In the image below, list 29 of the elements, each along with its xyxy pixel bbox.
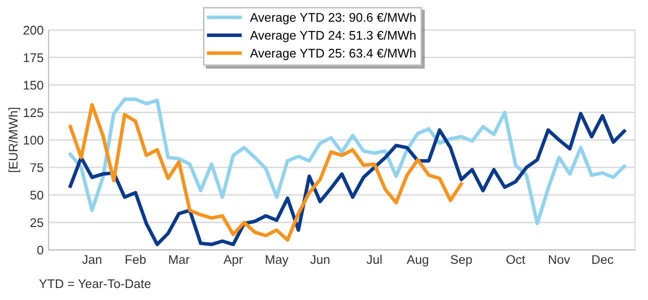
x-tick-label: Jun	[310, 255, 330, 264]
x-tick-label: Mar	[169, 255, 190, 264]
y-axis-title: [EUR/MWh]	[8, 108, 20, 172]
y-tick-label: 200	[24, 26, 44, 35]
y-tick-label: 75	[30, 163, 44, 172]
line-series	[68, 112, 626, 246]
y-tick-label: 175	[24, 53, 44, 62]
x-tick-label: Feb	[126, 254, 146, 264]
x-tick-label: Nov	[548, 255, 570, 264]
y-tick-label: 100	[24, 136, 44, 145]
y-tick-label: 0	[37, 246, 44, 255]
x-tick-label: Sep	[450, 255, 472, 266]
line-series	[68, 103, 464, 242]
x-tick-label: Dec	[592, 255, 614, 264]
x-tick-label: Jul	[366, 254, 382, 264]
x-tick-label: May	[266, 255, 288, 266]
legend-label: Average YTD 23: 90.6 €/MWh	[250, 12, 416, 24]
y-tick-label: 125	[24, 108, 44, 118]
line-series	[68, 98, 626, 226]
y-tick-label: 50	[30, 190, 44, 200]
text: YTD = Year-To-Date	[39, 279, 151, 288]
x-tick-label: Oct	[506, 255, 526, 264]
y-tick-label: 150	[24, 80, 44, 90]
x-tick-label: Jan	[82, 255, 102, 264]
legend-label: Average YTD 24: 51.3 €/MWh	[250, 30, 416, 42]
x-tick-label: Apr	[224, 255, 243, 266]
x-tick-label: Aug	[406, 255, 428, 266]
y-tick-label: 25	[30, 218, 44, 228]
legend-label: Average YTD 25: 63.4 €/MWh	[250, 48, 416, 60]
